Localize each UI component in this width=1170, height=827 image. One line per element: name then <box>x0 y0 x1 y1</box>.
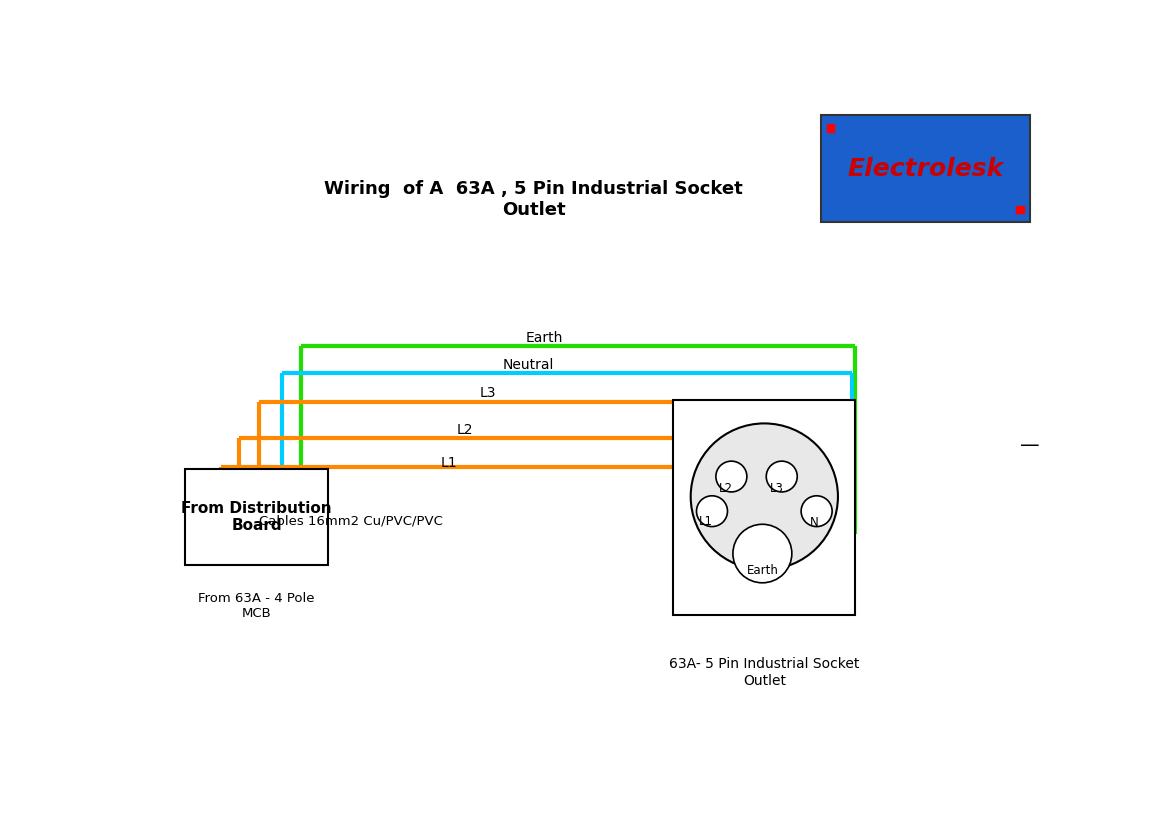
Text: L2: L2 <box>718 481 732 495</box>
Text: L3: L3 <box>480 386 496 400</box>
Bar <box>185 469 329 565</box>
Text: L3: L3 <box>770 481 783 495</box>
Text: Neutral: Neutral <box>503 358 555 372</box>
Text: L1: L1 <box>698 514 713 528</box>
Text: From 63A - 4 Pole
MCB: From 63A - 4 Pole MCB <box>199 592 315 620</box>
Text: L1: L1 <box>441 456 457 470</box>
Bar <box>673 399 855 615</box>
Ellipse shape <box>716 461 746 492</box>
Text: From Distribution
Board: From Distribution Board <box>181 501 332 533</box>
Ellipse shape <box>766 461 797 492</box>
Bar <box>827 124 834 131</box>
Text: Electrolesk: Electrolesk <box>847 156 1003 180</box>
Text: N: N <box>810 516 819 529</box>
Ellipse shape <box>801 496 832 527</box>
Text: Earth: Earth <box>746 564 778 577</box>
Text: 63A- 5 Pin Industrial Socket
Outlet: 63A- 5 Pin Industrial Socket Outlet <box>669 657 860 688</box>
Text: Earth: Earth <box>526 331 564 345</box>
Text: L2: L2 <box>456 423 473 437</box>
Ellipse shape <box>690 423 838 570</box>
Ellipse shape <box>732 524 792 583</box>
Bar <box>1016 205 1024 213</box>
Bar <box>820 115 1030 222</box>
Ellipse shape <box>696 496 728 527</box>
Text: —: — <box>1020 436 1040 455</box>
Text: Cables 16mm2 Cu/PVC/PVC: Cables 16mm2 Cu/PVC/PVC <box>259 514 442 528</box>
Text: Wiring  of A  63A , 5 Pin Industrial Socket
Outlet: Wiring of A 63A , 5 Pin Industrial Socke… <box>324 180 743 219</box>
